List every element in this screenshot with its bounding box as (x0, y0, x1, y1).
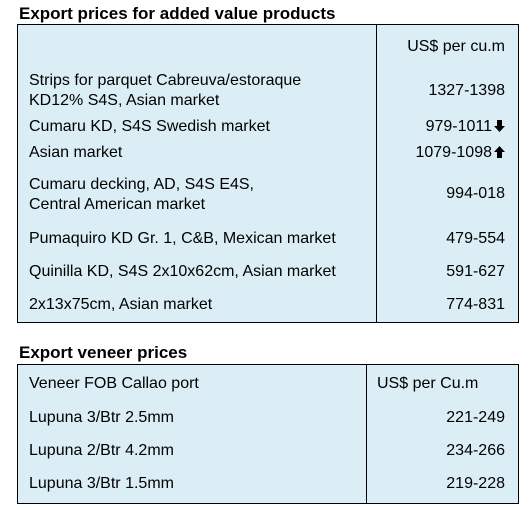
price-cell: 1079-1098 (415, 143, 505, 163)
down-arrow-icon (494, 120, 505, 132)
product-label: Cumaru decking, AD, S4S E4S, Central Ame… (29, 175, 254, 215)
veneer-label: Lupuna 2/Btr 4.2mm (29, 442, 174, 459)
price-range: 774-831 (446, 296, 505, 313)
product-label: Pumaquiro KD Gr. 1, C&B, Mexican market (29, 230, 336, 247)
veneer-label: Lupuna 3/Btr 1.5mm (29, 475, 174, 492)
product-label: Strips for parquet Cabreuva/estoraque KD… (29, 71, 301, 111)
veneer-header-label: Veneer FOB Callao port (29, 375, 199, 392)
price-range: 479-554 (446, 230, 505, 247)
product-label-line2: KD12% S4S, Asian market (29, 92, 220, 109)
added-value-price-table: US$ per cu.m Strips for parquet Cabreuva… (17, 24, 519, 323)
up-arrow-icon (494, 146, 505, 158)
price-range: 221-249 (446, 409, 505, 426)
price-cell: 979-1011 (426, 117, 505, 137)
unit-header: US$ per Cu.m (377, 375, 479, 392)
price-range: 1327-1398 (428, 82, 505, 99)
column-divider (376, 25, 377, 322)
veneer-price-table: Veneer FOB Callao port US$ per Cu.m Lupu… (17, 364, 519, 504)
price-range: 979-1011 (425, 118, 492, 135)
unit-header: US$ per cu.m (407, 38, 505, 55)
product-label: Cumaru KD, S4S Swedish market (29, 118, 270, 135)
product-label-line1: Strips for parquet Cabreuva/estoraque (29, 72, 302, 89)
product-label-line1: Cumaru decking, AD, S4S E4S, (29, 176, 254, 193)
price-range: 994-018 (446, 185, 505, 202)
added-value-table-title: Export prices for added value products (19, 4, 336, 23)
product-label: Quinilla KD, S4S 2x10x62cm, Asian market (29, 263, 336, 280)
price-range: 591-627 (446, 263, 505, 280)
price-range: 234-266 (446, 442, 505, 459)
price-range: 219-228 (446, 475, 505, 492)
price-range: 1079-1098 (415, 144, 492, 161)
product-label-line2: Central American market (29, 196, 206, 213)
veneer-table-title: Export veneer prices (19, 343, 188, 362)
product-label: 2x13x75cm, Asian market (29, 296, 213, 313)
product-label: Asian market (29, 144, 123, 161)
column-divider (366, 365, 367, 503)
veneer-label: Lupuna 3/Btr 2.5mm (29, 409, 174, 426)
